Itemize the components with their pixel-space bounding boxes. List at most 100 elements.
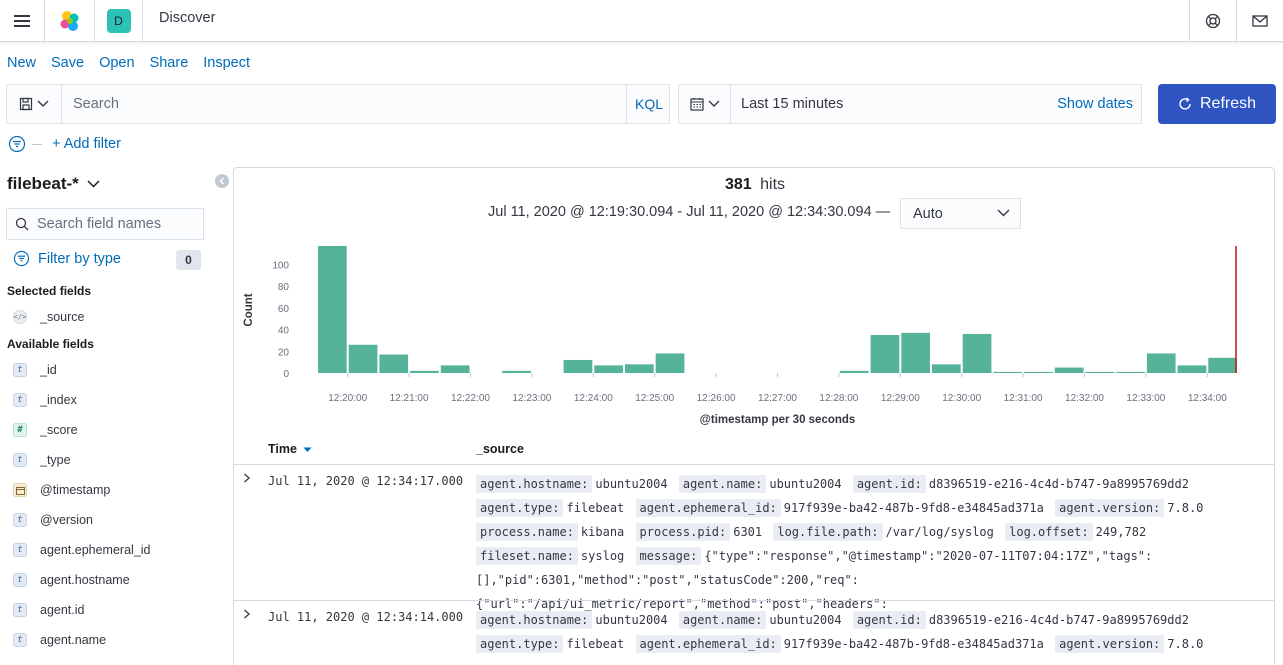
elastic-logo-icon [60, 11, 78, 31]
space-selector[interactable]: D [95, 0, 143, 42]
source-field-key: process.name: [476, 523, 578, 541]
string-type-icon: t [13, 453, 27, 467]
source-field: log.offset: 249,782 [1005, 523, 1146, 541]
source-field-value: d8396519-e216-4c4d-b747-9a8995769dd2 [928, 613, 1189, 627]
histogram-bar [563, 359, 593, 373]
source-type-icon: </> [13, 310, 27, 324]
field-item[interactable]: t agent.hostname [13, 570, 130, 590]
date-type-icon [13, 483, 27, 497]
kql-language-toggle[interactable]: KQL [626, 85, 671, 123]
global-header: D Discover [0, 0, 1283, 42]
newsfeed-button[interactable] [1236, 0, 1283, 42]
field-item[interactable]: t agent.id [13, 600, 84, 620]
source-field-key: agent.name: [678, 475, 767, 493]
kibana-logo-button[interactable] [45, 0, 95, 42]
expand-row-button[interactable] [243, 473, 251, 486]
string-type-icon: t [13, 543, 27, 557]
source-field-value: 7.8.0 [1167, 637, 1204, 651]
time-column-header[interactable]: Time [268, 442, 312, 456]
field-item[interactable]: # _score [13, 420, 78, 440]
source-field-value: 6301 [733, 525, 763, 539]
x-tick-label: 12:26:00 [697, 393, 736, 404]
source-field-value: filebeat [566, 637, 625, 651]
filter-divider [32, 143, 42, 145]
histogram-bar [1024, 371, 1053, 373]
source-field-key: agent.hostname: [476, 611, 593, 629]
field-search-input[interactable]: Search field names [6, 208, 204, 240]
x-tick-label: 12:25:00 [635, 393, 674, 404]
histogram-bar [1208, 357, 1237, 373]
row-timestamp: Jul 11, 2020 @ 12:34:14.000 [268, 610, 464, 624]
help-button[interactable] [1189, 0, 1236, 42]
y-axis-label: Count [243, 293, 255, 326]
new-button[interactable]: New [7, 55, 37, 71]
source-field: agent.id: d8396519-e216-4c4d-b747-9a89957… [852, 611, 1189, 629]
save-disk-icon [19, 97, 33, 111]
source-field: agent.name: ubuntu2004 [678, 611, 842, 629]
field-item[interactable]: t @version [13, 510, 93, 530]
menu-button[interactable] [0, 0, 45, 42]
field-item[interactable]: @timestamp [13, 480, 110, 500]
search-input[interactable]: Search [73, 96, 119, 112]
field-item[interactable]: t _index [13, 390, 77, 410]
source-field-value: ubuntu2004 [769, 477, 842, 491]
histogram-bar [655, 353, 685, 373]
source-field: agent.type: filebeat [476, 499, 624, 517]
filter-by-type-button[interactable]: Filter by type 0 [13, 250, 201, 270]
arrow-left-icon [219, 177, 225, 185]
field-item[interactable]: t agent.ephemeral_id [13, 540, 151, 560]
share-button[interactable]: Share [149, 55, 189, 71]
breadcrumb-discover: Discover [159, 10, 216, 26]
save-button[interactable]: Save [51, 55, 85, 71]
hamburger-icon [14, 15, 30, 27]
collapse-sidebar-button[interactable] [215, 174, 229, 188]
chevron-down-icon [997, 209, 1010, 217]
add-filter-button[interactable]: + Add filter [52, 136, 121, 152]
source-field-value: ubuntu2004 [769, 613, 842, 627]
histogram-chart[interactable]: Count 0 20 40 60 80 100 12:20:00 12:21:00 12:22:0… [234, 240, 1274, 435]
inspect-button[interactable]: Inspect [203, 55, 251, 71]
histogram-bar [318, 246, 347, 373]
source-field-key: agent.name: [678, 611, 767, 629]
source-field-key: fileset.name: [476, 547, 578, 565]
saved-query-button[interactable] [7, 85, 62, 123]
filter-bar: + Add filter [8, 135, 121, 153]
source-field: agent.ephemeral_id: 917f939e-ba42-487b-9f… [635, 635, 1044, 653]
time-range-text: Jul 11, 2020 @ 12:19:30.094 - Jul 11, 20… [488, 204, 891, 220]
string-type-icon: t [13, 393, 27, 407]
table-row: Jul 11, 2020 @ 12:34:14.000 agent.hostna… [234, 600, 1274, 665]
show-dates-link[interactable]: Show dates [1057, 96, 1133, 112]
field-sidebar: filebeat-* Search field names Filter by … [0, 165, 229, 665]
time-picker: Last 15 minutes Show dates [678, 84, 1142, 124]
sort-desc-icon [303, 447, 312, 452]
histogram-bar [379, 354, 409, 373]
histogram-bar [839, 370, 869, 373]
open-button[interactable]: Open [99, 55, 135, 71]
string-type-icon: t [13, 633, 27, 647]
field-item[interactable]: t _type [13, 450, 71, 470]
help-lifebuoy-icon [1205, 13, 1221, 29]
filter-by-type-label: Filter by type [38, 250, 121, 267]
row-timestamp: Jul 11, 2020 @ 12:34:17.000 [268, 474, 464, 488]
index-pattern-selector[interactable]: filebeat-* [7, 174, 100, 194]
field-name: @timestamp [40, 483, 111, 497]
source-field-key: log.offset: [1005, 523, 1093, 541]
refresh-button[interactable]: Refresh [1158, 84, 1276, 124]
quick-select-button[interactable] [679, 85, 731, 123]
expand-row-button[interactable] [243, 609, 251, 622]
histogram-bar [594, 365, 623, 373]
histogram-bar [440, 365, 470, 373]
filter-menu-icon[interactable] [8, 135, 26, 153]
refresh-icon [1179, 97, 1191, 110]
interval-select[interactable]: Auto [900, 198, 1021, 229]
row-source: agent.hostname: ubuntu2004 agent.name: ubu… [476, 608, 1272, 656]
field-item[interactable]: t agent.name [13, 630, 106, 650]
time-range-label[interactable]: Last 15 minutes [741, 96, 844, 112]
histogram-bar [932, 364, 961, 373]
histogram-bar [870, 335, 900, 373]
field-item[interactable]: </> _source [13, 307, 84, 327]
source-field-key: agent.hostname: [476, 475, 593, 493]
field-item[interactable]: t _id [13, 360, 57, 380]
string-type-icon: t [13, 513, 27, 527]
x-tick-label: 12:29:00 [881, 393, 920, 404]
